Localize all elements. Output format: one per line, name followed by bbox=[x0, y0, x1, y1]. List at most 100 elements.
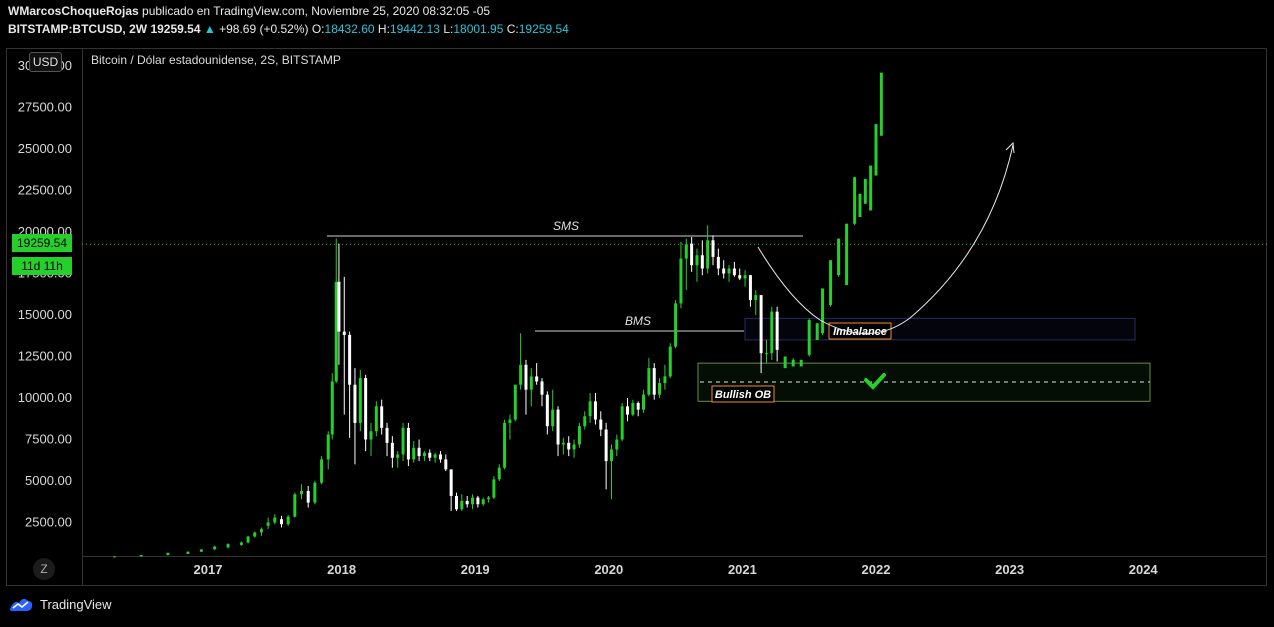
y-tick-label: 12500.00 bbox=[18, 349, 72, 364]
candle-body bbox=[540, 381, 544, 395]
price-change: +98.69 (+0.52%) bbox=[219, 22, 309, 36]
candle-body bbox=[406, 427, 410, 460]
candle-body bbox=[417, 447, 421, 457]
publish-info: WMarcosChoqueRojas publicado en TradingV… bbox=[8, 4, 490, 18]
candle-body bbox=[647, 368, 651, 395]
candle-body bbox=[588, 401, 592, 417]
candle-body bbox=[869, 165, 873, 211]
published-text: publicado en TradingView.com, Noviembre … bbox=[142, 4, 491, 18]
symbol-label: BITSTAMP:BTCUSD, 2W bbox=[8, 22, 148, 36]
candle-body bbox=[412, 447, 416, 460]
tradingview-logo-icon[interactable] bbox=[8, 595, 34, 613]
projection-arrow-head bbox=[1005, 141, 1015, 154]
y-tick-label: 22500.00 bbox=[18, 183, 72, 198]
author-name[interactable]: WMarcosChoqueRojas bbox=[8, 4, 139, 18]
candle-body bbox=[337, 281, 341, 332]
y-tick-label: 27500.00 bbox=[18, 100, 72, 115]
candle-body bbox=[166, 552, 170, 556]
candle-body bbox=[636, 402, 640, 410]
currency-button[interactable]: USD bbox=[29, 52, 62, 72]
x-tick-label: 2019 bbox=[461, 562, 490, 577]
candle-body bbox=[334, 281, 338, 382]
candle-body bbox=[631, 402, 635, 415]
candle-body bbox=[471, 497, 475, 505]
candle-body bbox=[199, 549, 203, 552]
candle-body bbox=[481, 499, 485, 505]
low-value: 18001.95 bbox=[453, 22, 504, 36]
candle-body bbox=[524, 364, 528, 390]
candle-body bbox=[879, 72, 883, 136]
candle-body bbox=[626, 406, 630, 415]
candle-body bbox=[306, 490, 310, 503]
candle-body bbox=[567, 442, 571, 450]
candle-body bbox=[679, 258, 683, 304]
candle-body bbox=[615, 439, 619, 450]
candle-body bbox=[652, 368, 656, 395]
candle-body bbox=[519, 364, 523, 385]
candle-body bbox=[764, 353, 768, 355]
candle-body bbox=[775, 311, 779, 350]
bms-label: BMS bbox=[625, 314, 651, 328]
candle-body bbox=[845, 223, 849, 286]
sms-label: SMS bbox=[553, 219, 579, 233]
candle-body bbox=[259, 529, 263, 533]
candle-body bbox=[658, 383, 662, 395]
candle-body bbox=[253, 532, 257, 537]
imbalance-label-box bbox=[828, 322, 892, 340]
candle-body bbox=[428, 452, 432, 458]
candle-body bbox=[743, 275, 747, 279]
candle-body bbox=[374, 406, 378, 432]
candle-body bbox=[674, 303, 678, 347]
projection-curve bbox=[757, 144, 1014, 334]
open-label: O: bbox=[311, 22, 325, 36]
candle-body bbox=[529, 376, 533, 390]
y-tick-label: 25000.00 bbox=[18, 141, 72, 156]
candle-body bbox=[246, 536, 250, 543]
bullish-ob-label: Bullish OB bbox=[715, 389, 771, 401]
y-tick-label: 7500.00 bbox=[25, 432, 72, 447]
candle-body bbox=[513, 384, 517, 420]
candle-body bbox=[609, 449, 613, 462]
zoom-button[interactable]: Z bbox=[33, 558, 55, 580]
check-mark-icon bbox=[864, 373, 886, 390]
high-value: 19442.13 bbox=[389, 22, 440, 36]
candle-body bbox=[433, 454, 437, 458]
imbalance-zone bbox=[744, 317, 1136, 341]
high-label: H: bbox=[377, 22, 390, 36]
candle-body bbox=[535, 376, 539, 382]
candle-body bbox=[226, 544, 230, 548]
candle-body bbox=[663, 376, 667, 384]
candle-body bbox=[829, 260, 833, 306]
candle-body bbox=[213, 546, 217, 550]
candle-body bbox=[815, 323, 819, 340]
close-label: C: bbox=[506, 22, 519, 36]
last-price: 19259.54 bbox=[150, 22, 201, 36]
candle-body bbox=[342, 331, 346, 335]
tradingview-brand[interactable]: TradingView bbox=[40, 596, 112, 612]
candle-body bbox=[422, 452, 426, 457]
candle-body bbox=[444, 459, 448, 470]
candle-body bbox=[732, 268, 736, 276]
candle-body bbox=[642, 394, 646, 410]
candle-body bbox=[330, 381, 334, 435]
close-value: 19259.54 bbox=[518, 22, 569, 36]
candle-body bbox=[348, 334, 352, 385]
candle-body bbox=[748, 275, 752, 301]
candle-body bbox=[112, 556, 116, 558]
candle-body bbox=[722, 268, 726, 274]
candle-body bbox=[561, 442, 565, 445]
candle-body bbox=[508, 419, 512, 423]
candle-body bbox=[551, 409, 555, 427]
y-tick-label: 5000.00 bbox=[25, 473, 72, 488]
candle-body bbox=[863, 178, 867, 204]
x-tick-label: 2023 bbox=[995, 562, 1024, 577]
candle-body bbox=[497, 467, 501, 480]
candle-body bbox=[465, 500, 469, 505]
y-tick-label: 10000.00 bbox=[18, 390, 72, 405]
candle-body bbox=[799, 359, 803, 367]
candle-body bbox=[545, 394, 549, 427]
chart-title: Bitcoin / Dólar estadounidense, 2S, BITS… bbox=[91, 53, 341, 67]
candle-body bbox=[620, 406, 624, 440]
